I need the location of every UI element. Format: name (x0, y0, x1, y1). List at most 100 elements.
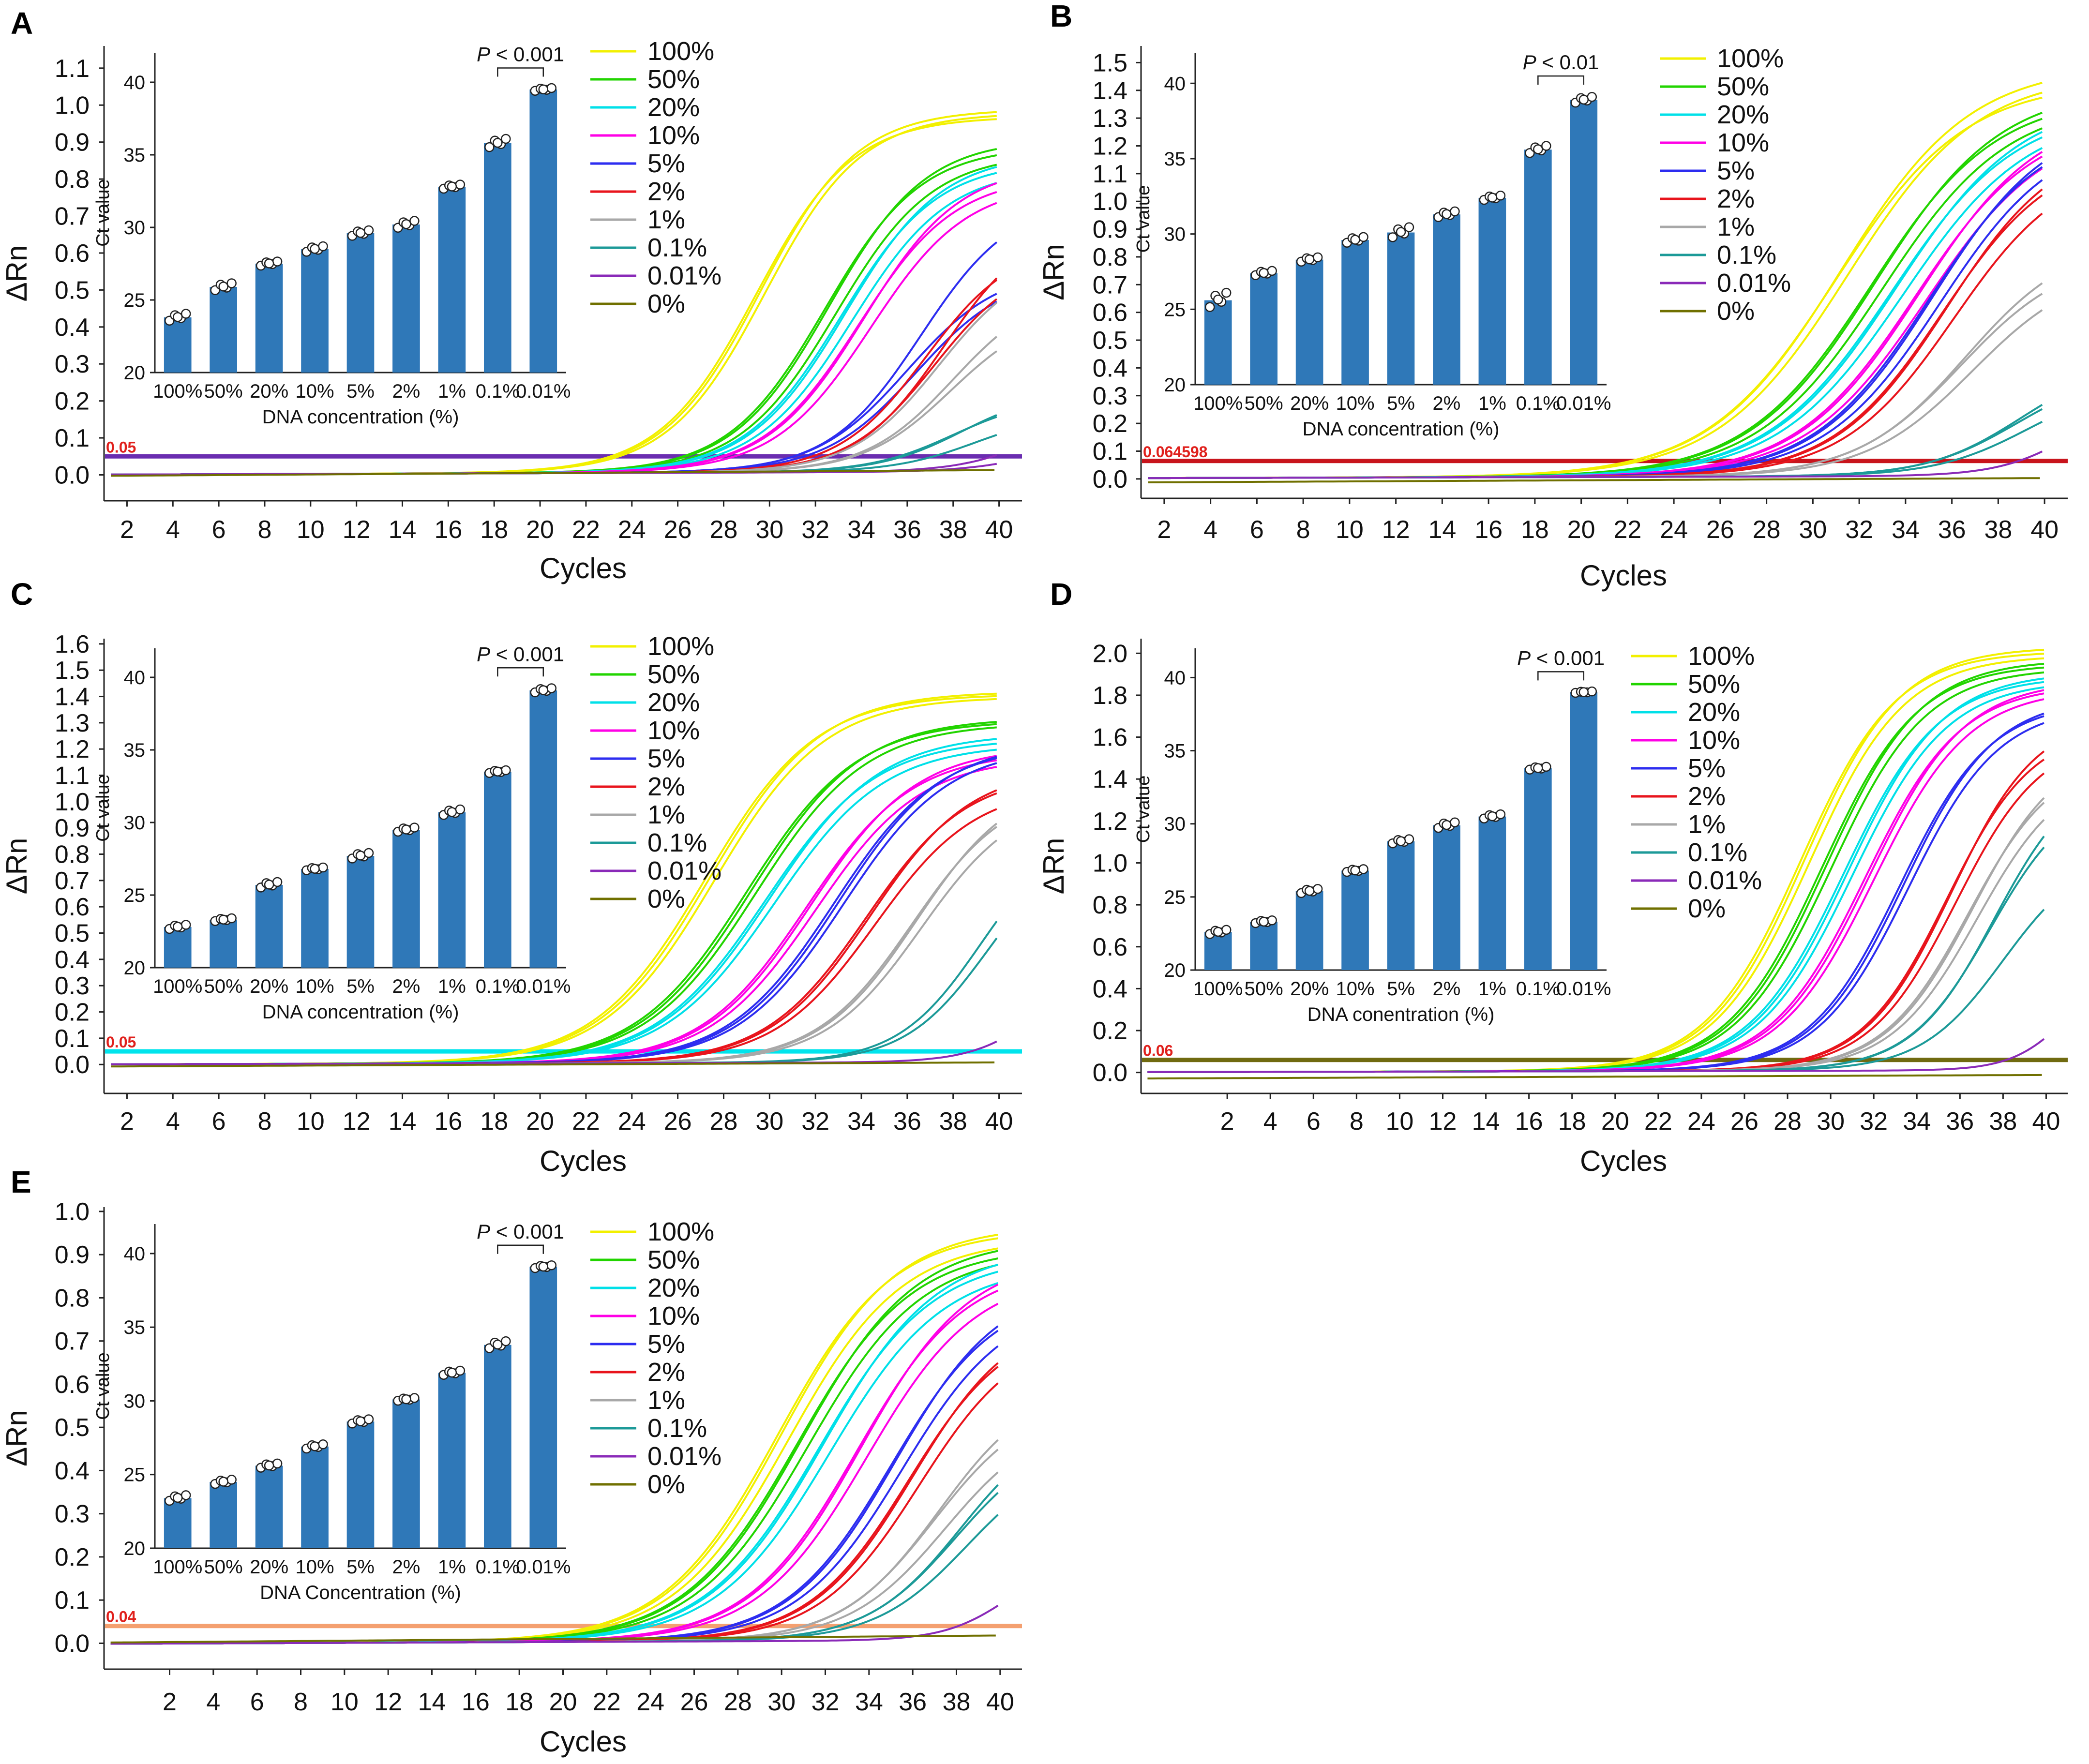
x-tick-label: 28 (1753, 516, 1781, 544)
inset-bar (1478, 197, 1506, 385)
legend-label: 100% (647, 632, 714, 661)
y-tick-label: 0.1 (55, 424, 90, 452)
inset-x-tick-label: 0.1% (476, 1556, 520, 1578)
inset-data-point (1267, 915, 1277, 926)
x-tick-label: 32 (1860, 1107, 1888, 1136)
inset-data-point (1578, 687, 1589, 697)
p-value-symbol: P (477, 43, 490, 66)
inset-data-point (409, 822, 420, 833)
inset-bar (1295, 259, 1323, 385)
inset-x-tick-label: 0.01% (1556, 393, 1611, 414)
inset-data-point (1350, 865, 1360, 876)
y-tick-label: 0.2 (55, 999, 90, 1027)
y-tick-label: 0.2 (1093, 410, 1127, 438)
inset-data-point (409, 1393, 420, 1403)
legend-label: 10% (647, 1301, 700, 1330)
y-tick-label: 0.8 (1093, 891, 1127, 919)
x-tick-label: 10 (331, 1688, 359, 1716)
panel-letter: D (1050, 577, 1072, 612)
x-tick-label: 14 (389, 516, 417, 544)
x-tick-label: 26 (1730, 1107, 1758, 1136)
legend-label: 0.01% (647, 261, 721, 290)
y-tick-label: 1.3 (55, 709, 90, 737)
legend-label: 1% (647, 1386, 685, 1415)
x-tick-label: 30 (755, 1107, 783, 1136)
inset-bar (301, 249, 329, 373)
inset-x-tick-label: 5% (346, 976, 375, 997)
x-tick-label: 38 (939, 1107, 967, 1136)
inset-x-tick-label: 1% (1478, 978, 1506, 1000)
y-axis-label: ΔRn (0, 838, 33, 895)
amplification-curve (1147, 1038, 2045, 1073)
inset-y-tick-label: 30 (124, 812, 146, 834)
y-tick-label: 0.0 (55, 462, 90, 490)
inset-y-tick-label: 20 (1164, 960, 1186, 981)
inset-x-tick-label: 100% (1193, 393, 1243, 414)
legend-label: 50% (647, 660, 700, 689)
x-tick-label: 14 (1472, 1107, 1500, 1136)
y-axis-label: ΔRn (1037, 838, 1070, 895)
y-tick-label: 0.3 (55, 350, 90, 378)
inset-data-point (218, 914, 228, 925)
inset-bar (301, 869, 329, 968)
inset-data-point (1304, 886, 1315, 896)
x-tick-label: 2 (120, 1107, 134, 1136)
inset-x-tick-label: 5% (1387, 393, 1415, 414)
inset-data-point (1587, 92, 1597, 102)
amplification-curve (111, 1061, 995, 1068)
amplification-curves (111, 692, 998, 1068)
legend-label: 10% (647, 716, 700, 745)
x-tick-label: 2 (1157, 516, 1171, 544)
x-tick-label: 6 (1307, 1107, 1321, 1136)
x-tick-label: 10 (297, 516, 325, 544)
x-tick-label: 10 (1336, 516, 1364, 544)
x-tick-label: 40 (2032, 1107, 2060, 1136)
y-tick-label: 0.4 (55, 946, 90, 974)
p-value-symbol: P (477, 1220, 490, 1243)
threshold-label: 0.06 (1143, 1042, 1173, 1060)
inset-x-tick-label: 0.1% (1516, 393, 1560, 414)
inset-x-axis-label: DNA Concentration (%) (260, 1582, 461, 1603)
inset-x-tick-label: 100% (153, 381, 202, 402)
inset-data-point (1387, 232, 1398, 242)
legend-label: 20% (1717, 100, 1769, 129)
x-tick-label: 36 (1938, 516, 1966, 544)
inset-y-tick-label: 40 (1164, 667, 1186, 688)
inset-data-point (264, 880, 274, 890)
inset-data-point (1587, 686, 1597, 697)
inset-data-point (501, 1336, 511, 1346)
legend-label: 20% (647, 688, 700, 717)
legend-label: 100% (647, 37, 714, 66)
legend-label: 0.01% (647, 856, 721, 885)
y-tick-label: 0.4 (55, 314, 90, 342)
inset-x-tick-label: 5% (346, 1556, 375, 1578)
inset-data-point (447, 1367, 457, 1378)
x-tick-label: 36 (1946, 1107, 1974, 1136)
inset-y-tick-label: 30 (1164, 224, 1186, 245)
inset-data-point (310, 864, 320, 874)
inset-bar (210, 287, 237, 373)
threshold-label: 0.04 (106, 1608, 136, 1626)
x-tick-label: 32 (801, 1107, 829, 1136)
y-axis-label: ΔRn (1037, 244, 1070, 300)
inset-bar (346, 856, 375, 968)
x-tick-label: 8 (258, 1107, 272, 1136)
inset-bar (1295, 891, 1323, 970)
y-tick-label: 1.4 (1093, 765, 1127, 793)
inset-data-point (1541, 141, 1551, 151)
legend-label: 100% (1717, 44, 1784, 73)
y-tick-label: 0.5 (55, 276, 90, 304)
legend-label: 20% (647, 93, 700, 122)
inset-data-point (1404, 222, 1414, 232)
y-tick-label: 1.0 (55, 1198, 90, 1226)
inset-x-tick-label: 0.01% (516, 1556, 571, 1578)
inset-bar (484, 1345, 511, 1548)
inset-data-point (1396, 227, 1406, 237)
legend-label: 50% (1717, 72, 1769, 101)
inset-data-point (226, 278, 237, 288)
x-tick-label: 20 (526, 1107, 554, 1136)
inset-bar (529, 690, 557, 968)
inset-y-tick-label: 40 (124, 1243, 146, 1265)
x-tick-label: 18 (505, 1688, 533, 1716)
x-tick-label: 40 (2030, 516, 2059, 544)
